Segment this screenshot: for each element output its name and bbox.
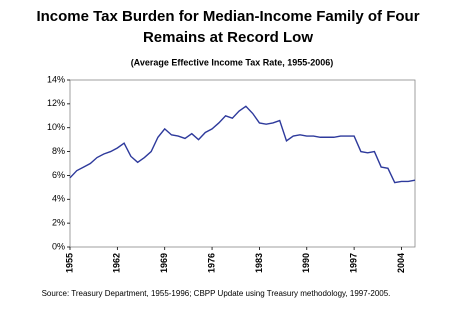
x-tick-label: 1976: [206, 253, 216, 273]
y-tick-label: 8%: [52, 146, 65, 156]
x-tick-label: 1962: [112, 253, 122, 273]
source-note: Source: Treasury Department, 1955-1996; …: [42, 289, 391, 298]
chart-title: Income Tax Burden for Median-Income Fami…: [36, 8, 419, 25]
data-line: [69, 105, 416, 184]
x-tick-label: 2004: [396, 253, 406, 273]
x-tick-label: 1955: [64, 253, 74, 273]
x-tick-label: 1969: [159, 253, 169, 273]
x-tick-label: 1983: [254, 253, 264, 273]
plot-frame: [69, 79, 416, 248]
y-tick-label: 2%: [52, 218, 65, 228]
y-tick-label: 12%: [47, 98, 65, 108]
y-tick-label: 10%: [47, 122, 65, 132]
y-tick-label: 14%: [47, 74, 65, 84]
y-tick-label: 4%: [52, 194, 65, 204]
x-tick-label: 1990: [301, 253, 311, 273]
x-tick-label: 1997: [348, 253, 358, 273]
y-tick-label: 0%: [52, 241, 65, 251]
chart-subtitle: (Average Effective Income Tax Rate, 1955…: [131, 57, 334, 67]
y-tick-label: 6%: [52, 170, 65, 180]
chart-title: Remains at Record Low: [143, 29, 313, 46]
